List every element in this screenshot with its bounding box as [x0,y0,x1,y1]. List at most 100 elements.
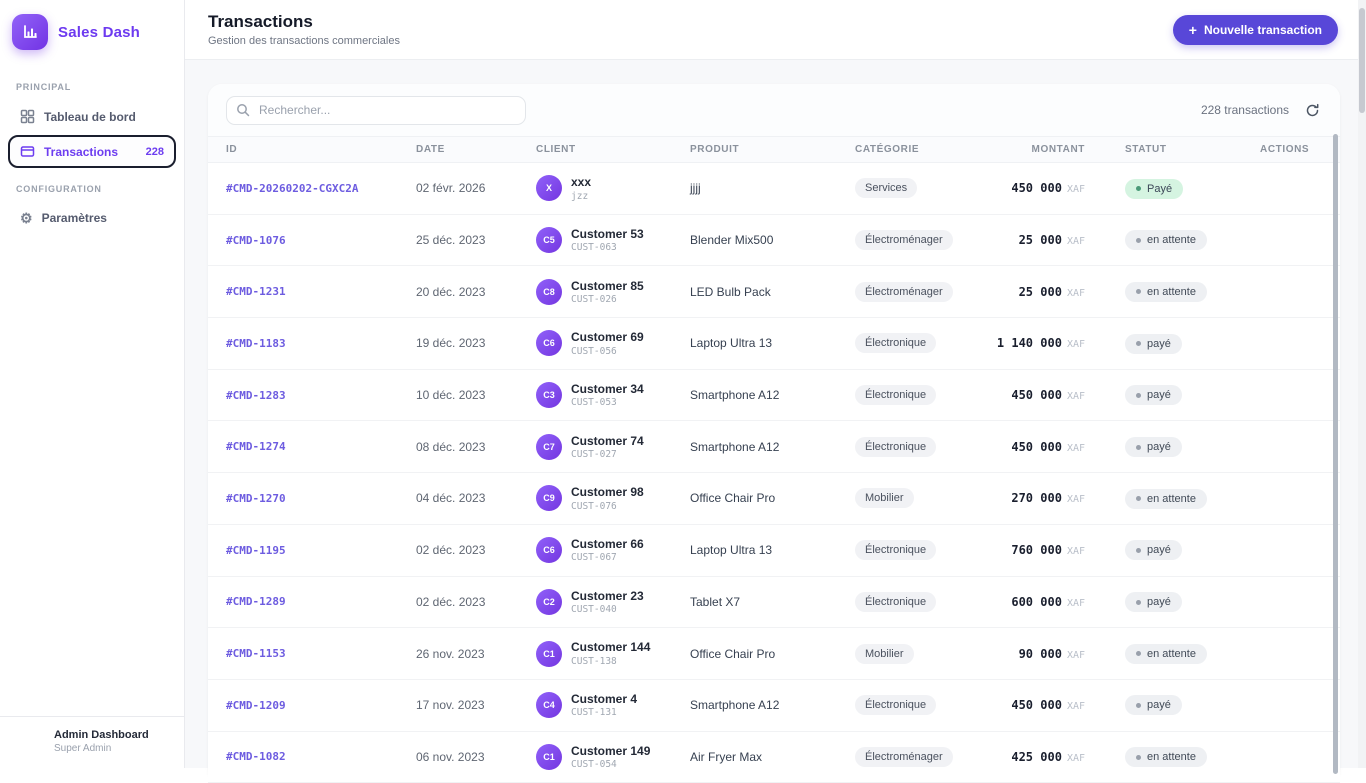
category-badge: Mobilier [855,644,914,664]
table-row: #CMD-1076 25 déc. 2023 C5 Customer 53 CU… [208,215,1340,267]
category-badge: Électronique [855,695,936,715]
status-dot-icon [1136,445,1141,450]
status-dot-icon [1136,186,1141,191]
category-badge: Électronique [855,437,936,457]
client-name: Customer 23 [571,589,644,603]
client-name: Customer 74 [571,434,644,448]
page-scrollbar-thumb[interactable] [1359,8,1365,113]
status-cell: en attente [1125,643,1260,664]
table-row: #CMD-1209 17 nov. 2023 C4 Customer 4 CUS… [208,680,1340,732]
sidebar-item-label: Transactions [44,145,118,159]
transaction-id-link[interactable]: #CMD-1082 [226,750,416,763]
admin-role: Super Admin [54,743,174,754]
new-transaction-button[interactable]: + Nouvelle transaction [1173,15,1338,45]
transaction-date: 02 févr. 2026 [416,181,536,195]
amount-value: 450 000 [1011,388,1062,402]
refresh-icon[interactable] [1303,101,1322,120]
amount-cell: 270 000 XAF [1015,491,1125,505]
avatar: X [536,175,562,201]
transaction-id-link[interactable]: #CMD-1195 [226,544,416,557]
sidebar-item-transactions[interactable]: Transactions 228 [8,135,176,168]
amount-value: 600 000 [1011,595,1062,609]
status-dot-icon [1136,755,1141,760]
category-cell: Mobilier [855,644,1015,664]
status-label: payé [1147,544,1171,556]
client-cell: C6 Customer 66 CUST-067 [536,537,690,563]
client-code: CUST-063 [571,242,644,253]
amount-value: 425 000 [1011,750,1062,764]
client-code: CUST-053 [571,397,644,408]
client-name: Customer 144 [571,640,650,654]
client-text: Customer 98 CUST-076 [571,485,644,511]
product-name: Laptop Ultra 13 [690,543,855,557]
transaction-id-link[interactable]: #CMD-1076 [226,234,416,247]
amount-currency: XAF [1067,546,1085,557]
product-name: Blender Mix500 [690,233,855,247]
client-cell: C4 Customer 4 CUST-131 [536,692,690,718]
table-row: #CMD-20260202-CGXC2A 02 févr. 2026 X xxx… [208,163,1340,215]
category-badge: Électroménager [855,230,953,250]
client-cell: C1 Customer 149 CUST-054 [536,744,690,770]
product-name: Tablet X7 [690,595,855,609]
client-code: jzz [571,191,591,202]
amount-value: 450 000 [1011,181,1062,195]
transaction-id-link[interactable]: #CMD-1153 [226,647,416,660]
amount-value: 270 000 [1011,491,1062,505]
transaction-id-link[interactable]: #CMD-1209 [226,699,416,712]
sidebar-item-label: Paramètres [42,211,107,225]
avatar: C6 [536,537,562,563]
product-name: Smartphone A12 [690,388,855,402]
transaction-date: 06 nov. 2023 [416,750,536,764]
category-badge: Électroménager [855,282,953,302]
amount-currency: XAF [1067,753,1085,764]
status-label: en attente [1147,234,1196,246]
transaction-id-link[interactable]: #CMD-20260202-CGXC2A [226,182,416,195]
transaction-id-link[interactable]: #CMD-1289 [226,595,416,608]
nav-section-configuration: Configuration [0,170,184,200]
main-content: 228 transactions ID Date Client Produit … [185,60,1366,768]
sidebar-item-parametres[interactable]: ⚙ Paramètres [8,202,176,234]
amount-currency: XAF [1067,650,1085,661]
transaction-date: 25 déc. 2023 [416,233,536,247]
credit-card-icon [20,144,35,159]
sidebar-item-tableau-de-bord[interactable]: Tableau de bord [8,100,176,133]
search-input[interactable] [226,96,526,125]
client-code: CUST-054 [571,759,650,770]
client-name: xxx [571,175,591,189]
amount-value: 25 000 [1019,233,1062,247]
status-label: en attente [1147,286,1196,298]
avatar: C2 [536,589,562,615]
status-badge: en attente [1125,644,1207,664]
amount-currency: XAF [1067,184,1085,195]
amount-cell: 760 000 XAF [1015,543,1125,557]
column-header-actions: Actions [1260,144,1340,155]
status-cell: en attente [1125,747,1260,768]
status-label: payé [1147,596,1171,608]
transaction-id-link[interactable]: #CMD-1183 [226,337,416,350]
status-label: en attente [1147,493,1196,505]
avatar: C7 [536,434,562,460]
amount-cell: 450 000 XAF [1015,698,1125,712]
status-dot-icon [1136,703,1141,708]
category-cell: Électronique [855,695,1015,715]
bar-chart-icon [12,14,48,50]
client-code: CUST-138 [571,656,650,667]
table-row: #CMD-1183 19 déc. 2023 C6 Customer 69 CU… [208,318,1340,370]
client-text: Customer 74 CUST-027 [571,434,644,460]
column-header-categorie: Catégorie [855,144,1015,155]
column-header-statut: Statut [1125,144,1260,155]
admin-name: Admin Dashboard [54,729,174,741]
transaction-id-link[interactable]: #CMD-1270 [226,492,416,505]
amount-cell: 450 000 XAF [1015,388,1125,402]
transaction-id-link[interactable]: #CMD-1231 [226,285,416,298]
sidebar: Sales Dash Principal Tableau de bord Tra… [0,0,185,768]
transaction-id-link[interactable]: #CMD-1283 [226,389,416,402]
category-cell: Électronique [855,333,1015,353]
table-scrollbar-thumb[interactable] [1333,134,1338,774]
amount-currency: XAF [1067,391,1085,402]
page-scrollbar[interactable] [1358,0,1366,768]
column-header-client: Client [536,144,690,155]
transaction-id-link[interactable]: #CMD-1274 [226,440,416,453]
toolbar-right: 228 transactions [1201,101,1322,120]
client-code: CUST-131 [571,707,637,718]
